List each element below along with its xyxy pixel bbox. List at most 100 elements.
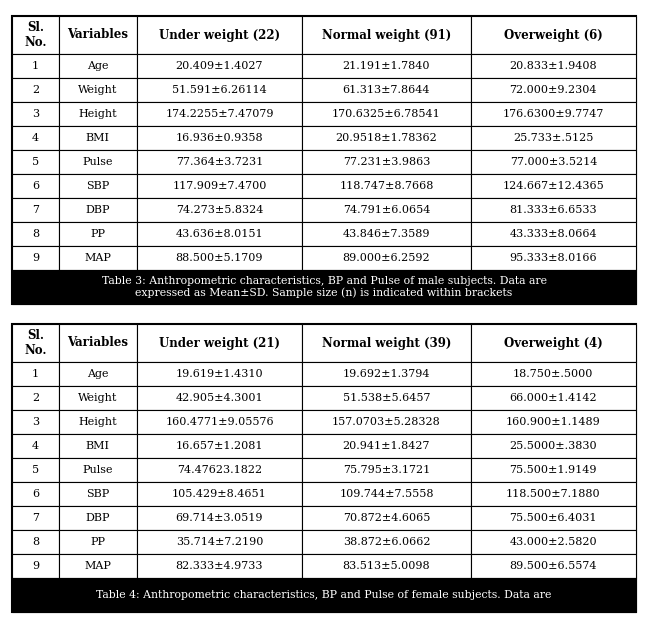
Bar	[59, 102, 137, 126]
Bar	[302, 410, 470, 434]
Bar	[137, 482, 302, 506]
Text: 89.000±6.2592: 89.000±6.2592	[343, 253, 430, 263]
Bar	[470, 434, 636, 458]
Text: Variables: Variables	[67, 28, 128, 41]
Text: 16.657±1.2081: 16.657±1.2081	[176, 441, 263, 451]
Text: 1: 1	[32, 61, 39, 71]
Text: 7: 7	[32, 513, 39, 523]
Bar	[12, 530, 59, 554]
Text: 174.2255±7.47079: 174.2255±7.47079	[165, 109, 273, 119]
Text: 81.333±6.6533: 81.333±6.6533	[509, 205, 597, 215]
Bar	[302, 16, 470, 54]
Text: 117.909±7.4700: 117.909±7.4700	[172, 181, 267, 191]
Bar	[137, 78, 302, 102]
Text: Normal weight (39): Normal weight (39)	[321, 336, 451, 350]
Bar	[59, 150, 137, 174]
Text: 75.500±1.9149: 75.500±1.9149	[509, 465, 597, 475]
Bar	[12, 386, 59, 410]
Text: Weight: Weight	[78, 393, 117, 403]
Bar	[12, 222, 59, 246]
Text: 25.733±.5125: 25.733±.5125	[513, 133, 594, 143]
Text: 118.500±7.1880: 118.500±7.1880	[506, 489, 601, 499]
Text: 20.833±1.9408: 20.833±1.9408	[509, 61, 597, 71]
Text: PP: PP	[90, 229, 105, 239]
Bar	[59, 16, 137, 54]
Bar	[470, 324, 636, 362]
Bar	[12, 482, 59, 506]
Text: BMI: BMI	[86, 441, 110, 451]
Bar	[59, 126, 137, 150]
Bar	[59, 324, 137, 362]
Text: Height: Height	[78, 109, 117, 119]
Bar	[12, 246, 59, 270]
Bar	[470, 410, 636, 434]
Bar	[137, 54, 302, 78]
Text: Age: Age	[87, 369, 109, 379]
Bar	[137, 102, 302, 126]
Text: 5: 5	[32, 465, 39, 475]
Bar	[12, 174, 59, 198]
Text: 18.750±.5000: 18.750±.5000	[513, 369, 594, 379]
Bar	[470, 554, 636, 578]
Text: BMI: BMI	[86, 133, 110, 143]
Text: 20.9518±1.78362: 20.9518±1.78362	[336, 133, 437, 143]
Text: 43.000±2.5820: 43.000±2.5820	[509, 537, 597, 547]
Text: Age: Age	[87, 61, 109, 71]
Text: DBP: DBP	[86, 513, 110, 523]
Text: 35.714±7.2190: 35.714±7.2190	[176, 537, 263, 547]
Bar	[12, 434, 59, 458]
Bar	[302, 198, 470, 222]
Bar	[302, 458, 470, 482]
Text: 8: 8	[32, 537, 39, 547]
Text: 1: 1	[32, 369, 39, 379]
Text: 43.636±8.0151: 43.636±8.0151	[176, 229, 263, 239]
Text: Table 4: Anthropometric characteristics, BP and Pulse of female subjects. Data a: Table 4: Anthropometric characteristics,…	[97, 590, 551, 600]
Text: 88.500±5.1709: 88.500±5.1709	[176, 253, 263, 263]
Text: 77.231±3.9863: 77.231±3.9863	[343, 157, 430, 167]
Bar	[470, 198, 636, 222]
Text: Height: Height	[78, 417, 117, 427]
Bar	[137, 198, 302, 222]
Bar	[302, 78, 470, 102]
Bar	[302, 222, 470, 246]
Bar	[137, 410, 302, 434]
Text: Sl.
No.: Sl. No.	[24, 21, 47, 49]
Bar	[12, 554, 59, 578]
Bar	[470, 126, 636, 150]
Bar	[12, 362, 59, 386]
Bar	[12, 578, 636, 612]
Bar	[12, 270, 636, 304]
Text: SBP: SBP	[86, 489, 110, 499]
Text: 3: 3	[32, 417, 39, 427]
Bar	[302, 246, 470, 270]
Bar	[137, 434, 302, 458]
Bar	[302, 54, 470, 78]
Bar	[59, 482, 137, 506]
Text: 2: 2	[32, 393, 39, 403]
Bar	[59, 506, 137, 530]
Text: 19.619±1.4310: 19.619±1.4310	[176, 369, 263, 379]
Text: 25.5000±.3830: 25.5000±.3830	[509, 441, 597, 451]
Text: Normal weight (91): Normal weight (91)	[322, 28, 451, 41]
Text: 105.429±8.4651: 105.429±8.4651	[172, 489, 267, 499]
Text: 38.872±6.0662: 38.872±6.0662	[343, 537, 430, 547]
Text: 70.872±4.6065: 70.872±4.6065	[343, 513, 430, 523]
Text: 72.000±9.2304: 72.000±9.2304	[509, 85, 597, 95]
Bar	[12, 150, 59, 174]
Bar	[59, 78, 137, 102]
Text: 7: 7	[32, 205, 39, 215]
Bar	[137, 506, 302, 530]
Bar	[12, 410, 59, 434]
Text: 42.905±4.3001: 42.905±4.3001	[176, 393, 263, 403]
Bar	[302, 530, 470, 554]
Text: Under weight (21): Under weight (21)	[159, 336, 280, 350]
Bar	[470, 174, 636, 198]
Bar	[12, 324, 59, 362]
Text: 118.747±8.7668: 118.747±8.7668	[339, 181, 434, 191]
Bar	[137, 362, 302, 386]
Text: Under weight (22): Under weight (22)	[159, 28, 280, 41]
Text: 20.409±1.4027: 20.409±1.4027	[176, 61, 263, 71]
Text: 109.744±7.5558: 109.744±7.5558	[339, 489, 434, 499]
Bar	[302, 102, 470, 126]
Bar	[12, 78, 59, 102]
